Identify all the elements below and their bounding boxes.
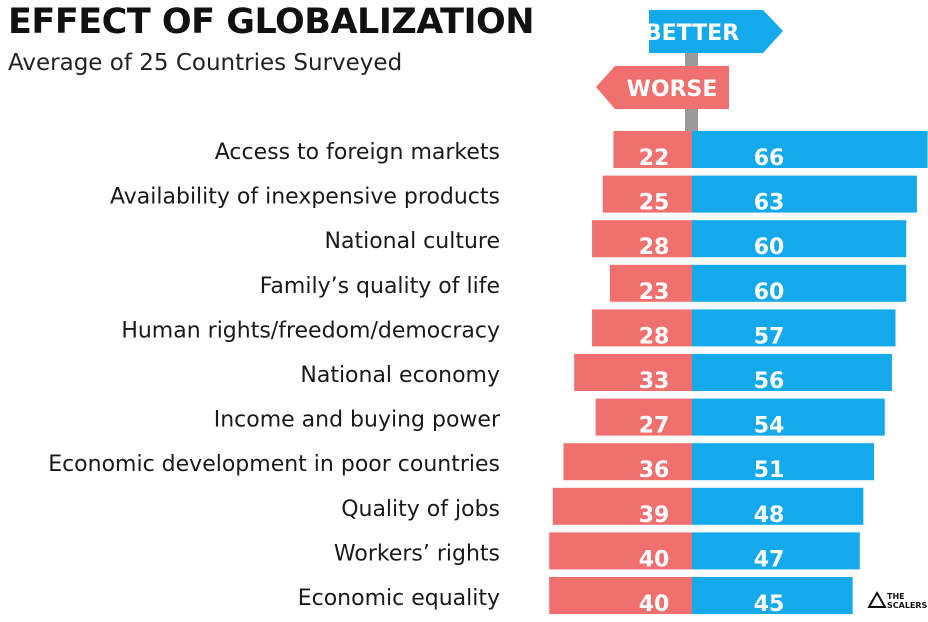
better-bar [692, 354, 892, 391]
worse-bar [592, 220, 692, 258]
chart-subtitle: Average of 25 Countries Surveyed [8, 50, 403, 76]
better-bar [692, 532, 860, 570]
better-value-label: 45 [754, 592, 785, 617]
worse-value-label: 40 [639, 547, 670, 572]
worse-bar [609, 264, 692, 302]
better-bar [692, 309, 896, 347]
better-bar [692, 264, 907, 302]
bar-row: Family’s quality of life 23 60 [260, 264, 907, 305]
category-label: Quality of jobs [341, 497, 500, 522]
bar-row: Income and buying power 27 54 [214, 398, 885, 439]
worse-value-label: 27 [639, 414, 670, 439]
better-value-label: 51 [754, 458, 785, 483]
worse-bar [549, 577, 692, 614]
better-value-label: 60 [754, 235, 785, 260]
bar-row: Economic development in poor countries 36… [48, 443, 875, 483]
worse-value-label: 23 [639, 280, 670, 305]
worse-bar [549, 532, 692, 570]
worse-value-label: 40 [639, 592, 670, 617]
worse-bar [592, 309, 692, 347]
category-label: Income and buying power [214, 408, 501, 433]
worse-bar [574, 354, 692, 391]
better-value-label: 60 [754, 280, 785, 305]
better-sign [649, 10, 783, 53]
category-label: Human rights/freedom/democracy [121, 318, 500, 343]
worse-value-label: 39 [639, 503, 670, 528]
better-value-label: 57 [754, 324, 785, 349]
bar-row: National economy 33 56 [300, 354, 892, 394]
worse-bar [613, 131, 692, 168]
bar-row: Quality of jobs 39 48 [341, 487, 864, 528]
better-bar [692, 487, 864, 525]
category-label: Economic development in poor countries [48, 452, 500, 477]
bar-row: Access to foreign markets 22 66 [215, 131, 928, 171]
worse-sign [596, 66, 729, 109]
category-label: National economy [300, 363, 500, 388]
worse-value-label: 22 [639, 146, 670, 171]
worse-sign-label: WORSE [627, 77, 718, 102]
better-bar [692, 175, 917, 213]
chart-title: EFFECT OF GLOBALIZATION [8, 2, 535, 42]
bar-row: Availability of inexpensive products 25 63 [110, 175, 917, 216]
logo-mark-icon [867, 590, 887, 608]
worse-value-label: 28 [639, 324, 670, 349]
worse-bar [563, 443, 692, 481]
better-bar [692, 220, 907, 258]
category-label: National culture [325, 229, 500, 254]
the-scalers-logo: THE SCALERS [867, 590, 928, 610]
category-label: Availability of inexpensive products [110, 185, 500, 210]
better-bar [692, 398, 885, 436]
signpost: BETTER WORSE [596, 10, 783, 145]
category-label: Economic equality [298, 586, 500, 611]
better-value-label: 66 [754, 146, 785, 171]
worse-bar [552, 487, 692, 525]
category-label: Family’s quality of life [260, 274, 500, 299]
worse-bar [602, 175, 692, 213]
logo-line1: THE [887, 592, 905, 601]
worse-value-label: 36 [639, 458, 670, 483]
category-label: Access to foreign markets [215, 140, 500, 165]
better-bar [692, 131, 928, 168]
worse-value-label: 25 [639, 191, 670, 216]
better-value-label: 56 [754, 369, 785, 394]
better-sign-label: BETTER [645, 21, 739, 46]
bar-rows: Access to foreign markets 22 66 Availabilit… [48, 131, 928, 617]
bar-row: Economic equality 40 45 [298, 577, 853, 617]
worse-value-label: 33 [639, 369, 670, 394]
better-value-label: 48 [754, 503, 785, 528]
category-label: Workers’ rights [334, 541, 500, 566]
better-value-label: 54 [754, 414, 785, 439]
worse-value-label: 28 [639, 235, 670, 260]
logo-line2: SCALERS [887, 601, 928, 610]
bar-row: Human rights/freedom/democracy 28 57 [121, 309, 896, 349]
bar-row: Workers’ rights 40 47 [334, 532, 860, 572]
worse-bar [595, 398, 692, 436]
better-bar [692, 443, 875, 481]
better-value-label: 63 [754, 191, 785, 216]
bar-row: National culture 28 60 [325, 220, 907, 260]
better-value-label: 47 [754, 547, 785, 572]
better-bar [692, 577, 853, 614]
